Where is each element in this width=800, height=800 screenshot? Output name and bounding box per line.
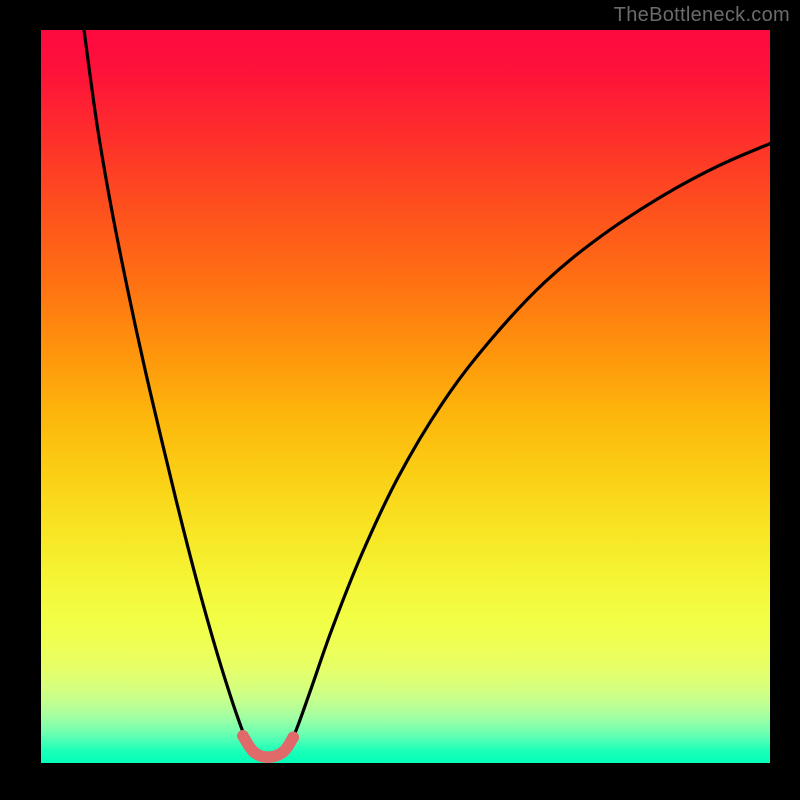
trough-marker-dot <box>262 751 274 763</box>
trough-marker-dot <box>277 746 289 758</box>
bottleneck-chart <box>0 0 800 800</box>
watermark-text: TheBottleneck.com <box>614 4 790 27</box>
trough-marker-dot <box>287 732 299 744</box>
trough-marker-dot <box>248 746 260 758</box>
trough-marker-dot <box>237 730 249 742</box>
chart-stage: TheBottleneck.com <box>0 0 800 800</box>
